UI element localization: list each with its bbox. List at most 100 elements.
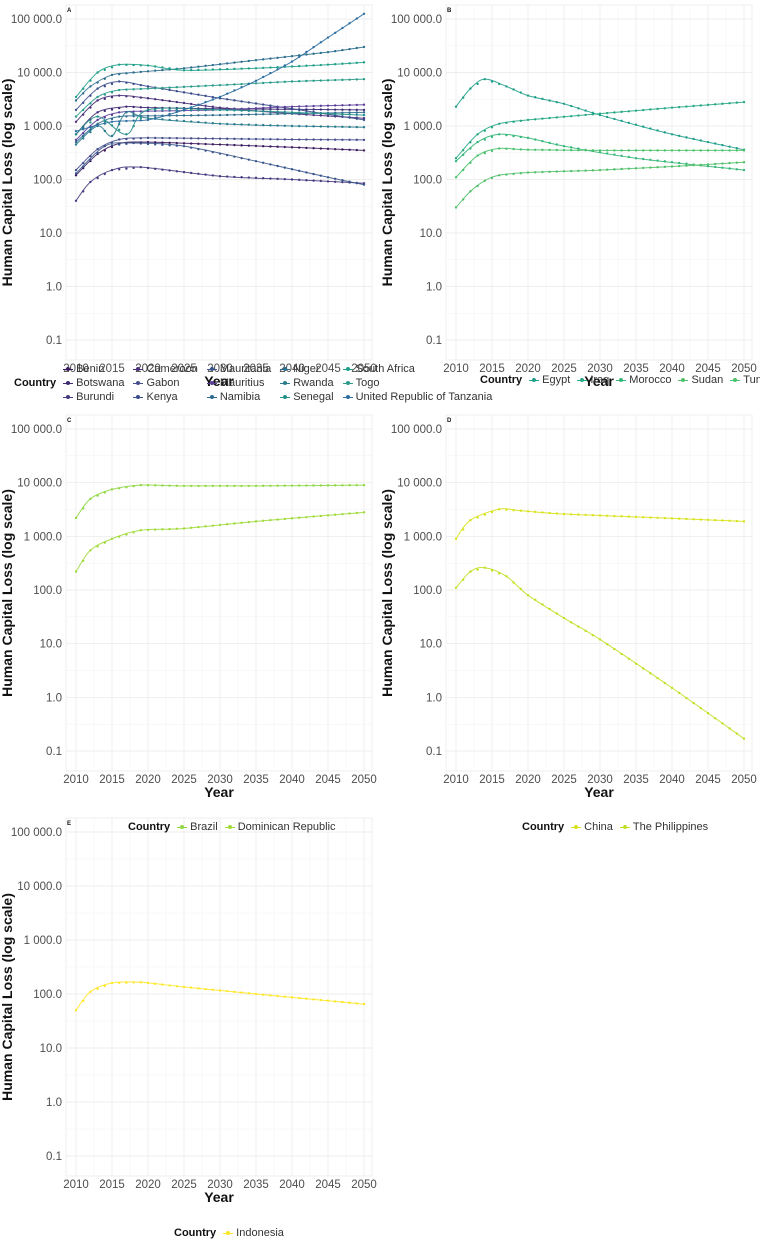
data-point bbox=[319, 41, 322, 44]
data-point bbox=[146, 166, 150, 170]
data-point bbox=[125, 486, 128, 489]
data-point bbox=[469, 570, 472, 573]
data-point bbox=[74, 140, 78, 144]
data-point bbox=[298, 105, 301, 108]
data-point bbox=[262, 106, 265, 110]
data-point bbox=[118, 120, 121, 123]
panel-label: C bbox=[67, 418, 72, 424]
y-axis-title: Human Capital Loss (log scale) bbox=[0, 893, 15, 1101]
x-tick-label: 2030 bbox=[207, 1179, 233, 1191]
data-point bbox=[598, 638, 602, 641]
data-point bbox=[226, 92, 229, 95]
data-point bbox=[483, 179, 486, 182]
data-point bbox=[211, 95, 214, 99]
data-point bbox=[190, 92, 193, 95]
data-point bbox=[211, 68, 214, 71]
data-point bbox=[312, 52, 315, 55]
data-point bbox=[534, 138, 537, 141]
data-point bbox=[598, 150, 602, 154]
chart-svg: 0.1 1.0 10.0 100.0 1 000.0 10 000.0 100 000.0 2… bbox=[0, 817, 377, 1205]
legend-item: Brazil bbox=[176, 821, 218, 833]
data-point bbox=[319, 79, 322, 82]
data-point bbox=[312, 104, 315, 108]
data-point bbox=[454, 105, 458, 108]
data-point bbox=[298, 516, 301, 519]
data-point bbox=[154, 98, 157, 101]
data-point bbox=[355, 78, 358, 81]
data-point bbox=[742, 737, 746, 740]
data-point bbox=[341, 26, 344, 30]
data-point bbox=[139, 483, 142, 487]
data-point bbox=[355, 46, 358, 50]
data-point bbox=[233, 137, 236, 141]
data-point bbox=[355, 182, 358, 185]
data-point bbox=[190, 66, 193, 69]
data-point bbox=[226, 113, 229, 117]
data-point bbox=[197, 525, 200, 529]
x-tick-label: 2050 bbox=[351, 363, 377, 375]
data-point bbox=[218, 106, 222, 109]
data-point bbox=[348, 148, 351, 151]
data-point bbox=[226, 137, 229, 140]
data-point bbox=[226, 122, 229, 126]
legend-label: Mauritania bbox=[219, 363, 272, 375]
data-point bbox=[168, 112, 171, 116]
data-point bbox=[334, 78, 337, 82]
data-point bbox=[154, 141, 157, 144]
data-point bbox=[735, 149, 738, 152]
x-tick-label: 2030 bbox=[207, 774, 233, 786]
data-point bbox=[649, 108, 652, 111]
legend-swatch bbox=[206, 378, 218, 388]
data-point bbox=[218, 83, 222, 87]
data-point bbox=[534, 96, 537, 99]
data-point bbox=[276, 56, 279, 59]
data-point bbox=[161, 528, 164, 531]
data-point bbox=[182, 114, 186, 117]
data-point bbox=[96, 87, 99, 90]
data-point bbox=[362, 483, 366, 487]
legend-label: China bbox=[584, 821, 613, 833]
data-point bbox=[362, 125, 366, 129]
data-point bbox=[211, 524, 214, 527]
data-point bbox=[721, 149, 724, 152]
data-point bbox=[663, 149, 666, 152]
data-point bbox=[685, 162, 688, 165]
data-point bbox=[670, 165, 674, 168]
data-point bbox=[519, 91, 522, 94]
data-point bbox=[519, 587, 522, 591]
data-point bbox=[182, 170, 186, 174]
data-point bbox=[678, 161, 681, 165]
data-point bbox=[118, 72, 121, 76]
data-point bbox=[283, 110, 286, 114]
data-point bbox=[685, 696, 688, 700]
legend-swatch bbox=[206, 392, 218, 402]
data-point bbox=[656, 107, 659, 111]
y-tick-label: 100.0 bbox=[33, 989, 62, 1001]
data-point bbox=[505, 173, 508, 176]
data-point bbox=[613, 111, 616, 114]
data-point bbox=[146, 116, 150, 120]
legend-label: United Republic of Tanzania bbox=[355, 391, 493, 403]
data-point bbox=[312, 111, 315, 115]
data-point bbox=[139, 142, 142, 145]
series-line bbox=[455, 161, 745, 208]
data-point bbox=[476, 516, 479, 519]
data-point bbox=[110, 96, 114, 99]
data-point bbox=[125, 533, 128, 536]
data-point bbox=[490, 135, 494, 139]
data-point bbox=[613, 647, 616, 651]
data-point bbox=[211, 988, 214, 991]
legend-title: Country bbox=[128, 821, 171, 833]
data-point bbox=[326, 138, 330, 141]
y-tick-label: 1 000.0 bbox=[24, 121, 62, 133]
data-point bbox=[204, 142, 207, 146]
legend-swatch bbox=[62, 364, 74, 374]
data-point bbox=[168, 108, 171, 112]
data-point bbox=[348, 512, 351, 515]
data-point bbox=[247, 158, 250, 161]
data-point bbox=[362, 1002, 366, 1006]
data-point bbox=[247, 176, 250, 179]
data-point bbox=[226, 484, 229, 488]
data-point bbox=[262, 103, 265, 106]
data-point bbox=[82, 999, 85, 1003]
